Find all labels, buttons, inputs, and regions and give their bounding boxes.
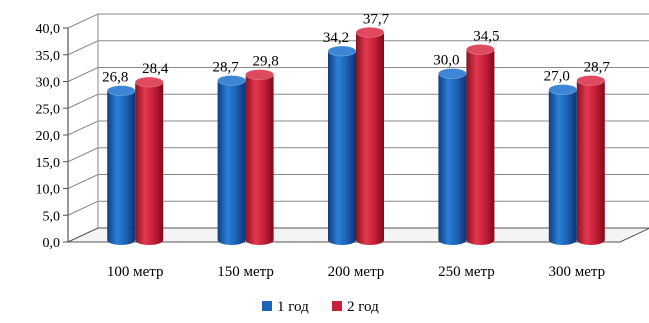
legend: 1 год 2 год (262, 299, 379, 315)
y-tick-label: 15,0 (36, 156, 61, 171)
bar (355, 27, 385, 245)
data-label: 28,7 (584, 59, 611, 75)
bar (327, 45, 357, 245)
x-tick-label: 100 метр (107, 264, 164, 280)
y-tick-label: 10,0 (36, 183, 61, 198)
data-label: 34,5 (473, 28, 499, 44)
y-tick-label: 0,0 (43, 236, 61, 251)
x-axis: 100 метр 150 метр 200 метр 250 метр 300 метр (107, 264, 605, 280)
bar (466, 44, 495, 245)
bar (438, 68, 467, 245)
y-tick-label: 5,0 (43, 209, 61, 224)
data-label: 29,8 (252, 54, 278, 70)
bar (106, 85, 136, 245)
legend-label: 1 год (277, 299, 309, 315)
bars (106, 27, 606, 245)
x-tick-label: 200 метр (328, 264, 385, 280)
legend-item: 1 год (262, 299, 309, 315)
data-label: 37,7 (363, 11, 390, 27)
bar (576, 75, 606, 245)
data-label: 28,4 (142, 61, 169, 77)
data-label: 27,0 (544, 69, 570, 85)
data-label: 28,7 (212, 59, 239, 75)
y-tick-label: 35,0 (36, 49, 61, 64)
legend-swatch (262, 301, 272, 311)
bar (217, 75, 246, 245)
y-axis: 0,0 5,0 10,0 15,0 20,0 25,0 30,0 35,0 40,0 (36, 22, 68, 251)
y-tick-label: 30,0 (36, 76, 61, 91)
bar (548, 84, 578, 245)
legend-swatch (332, 301, 342, 311)
data-labels: 26,8 28,4 28,7 29,8 34,2 37,7 30,0 34,5 27,0 28,7 (102, 11, 610, 85)
data-label: 34,2 (323, 30, 349, 46)
x-tick-label: 250 метр (438, 264, 495, 280)
data-label: 26,8 (102, 70, 128, 86)
x-tick-label: 150 метр (217, 264, 274, 280)
bar (134, 76, 164, 245)
legend-label: 2 год (347, 299, 379, 315)
x-tick-label: 300 метр (548, 264, 605, 280)
legend-item: 2 год (332, 299, 379, 315)
y-tick-label: 40,0 (36, 22, 61, 37)
data-label: 30,0 (433, 53, 459, 69)
y-tick-label: 20,0 (36, 129, 61, 144)
bar (245, 69, 274, 245)
y-tick-label: 25,0 (36, 102, 61, 117)
